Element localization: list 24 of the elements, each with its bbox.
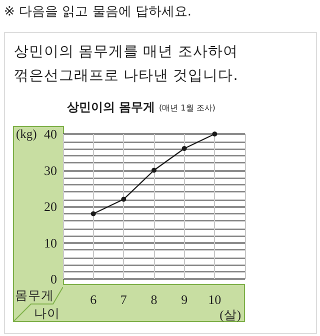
text: 상민이의 몸무게를 매년 조사하여 [14,44,238,60]
x-tick-label: 9 [181,292,188,307]
y-tick-label: 40 [44,126,57,142]
y-axis-title: 몸무게 [15,288,54,302]
text: (살) [220,308,241,322]
x-tick-label: 8 [150,292,158,307]
x-tick-label: 6 [90,292,98,307]
point [152,168,156,173]
x-axis-title: 나이 [34,306,60,320]
text: 꺾은선그래프로 나타낸 것입니다. [14,68,238,84]
point [121,196,126,202]
text: ※ 다음을 읽고 물음에 답하세요. [4,4,192,20]
y-tick-label: 20 [44,199,57,214]
x-tick-label: 10 [208,292,222,307]
text: (kg) [16,127,37,141]
chart-subtitle: (매년 1월 조사) [159,104,216,112]
point [90,211,96,216]
point [182,146,187,151]
x-tick-label: 7 [120,292,128,307]
y-tick-label: 10 [44,235,57,250]
point [212,132,218,136]
chart-title: 상민이의 몸무게 [66,100,155,114]
y-tick-label: 0 [50,272,57,286]
y-tick-label: 30 [44,162,57,178]
